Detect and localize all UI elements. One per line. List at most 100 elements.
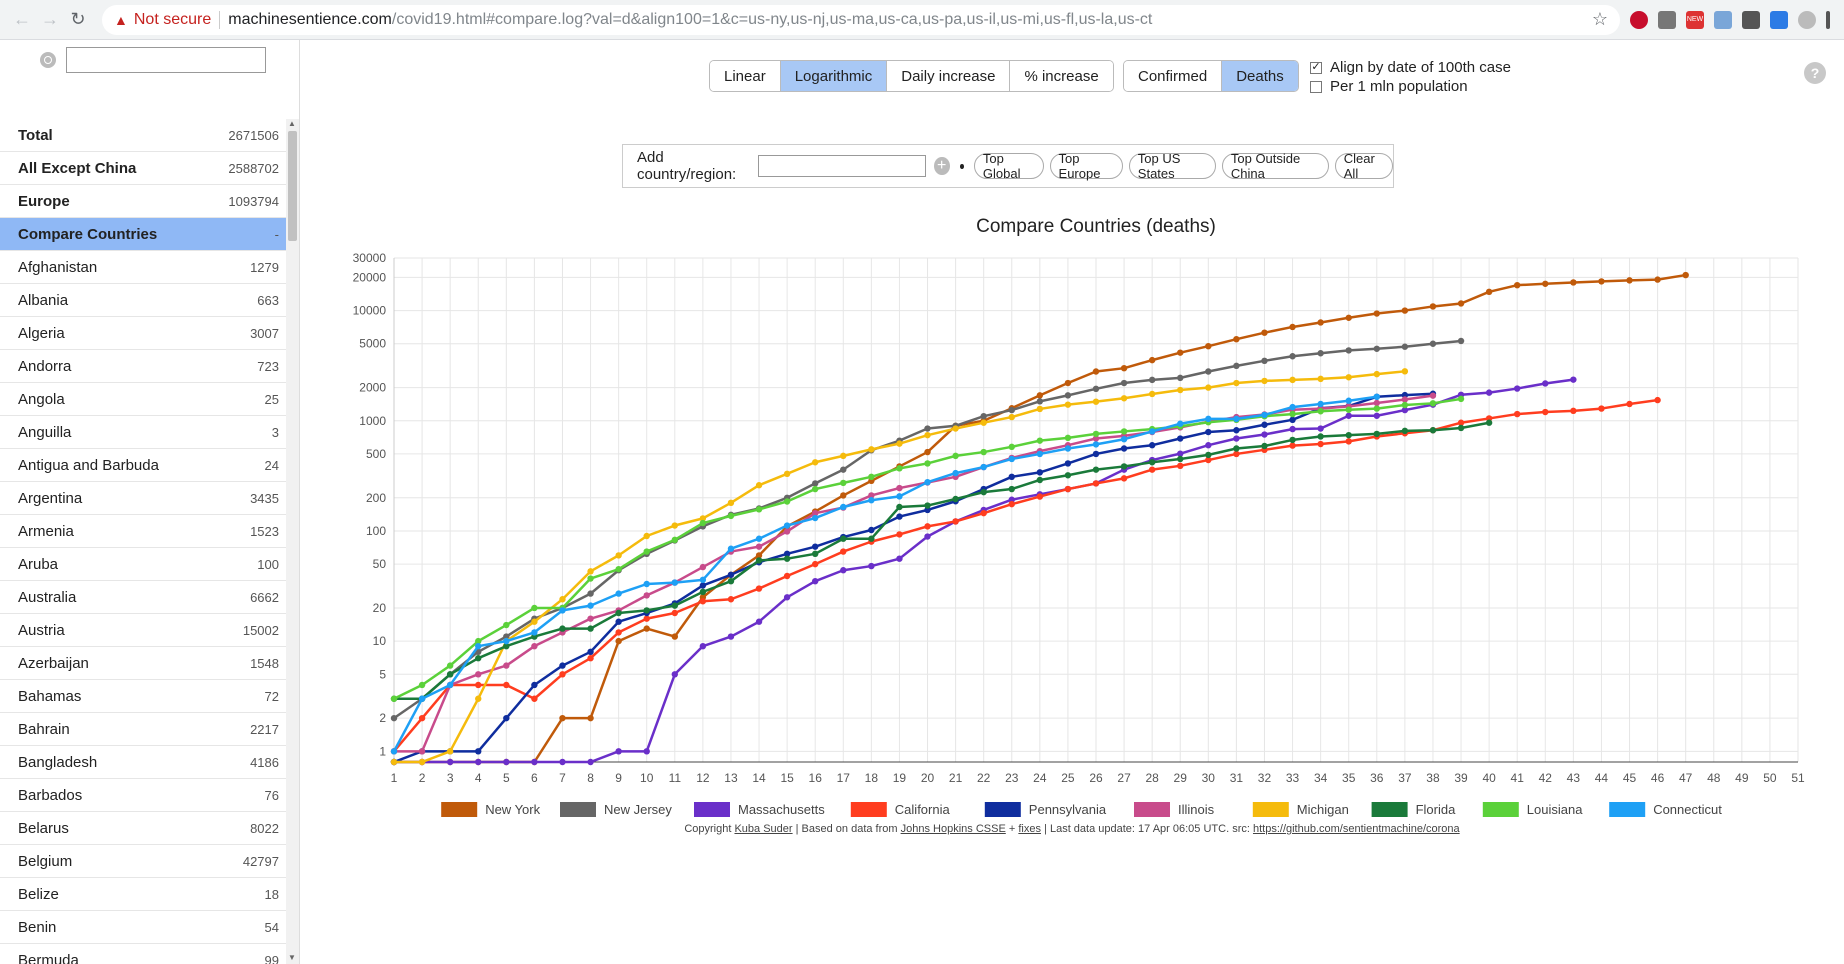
- data-point: [475, 681, 482, 689]
- data-point: [896, 513, 903, 520]
- preset-button[interactable]: Top Global: [973, 151, 1044, 181]
- data-point: [531, 604, 538, 612]
- help-button[interactable]: ?: [1804, 62, 1826, 84]
- bookmark-star-icon[interactable]: ☆: [1591, 9, 1608, 29]
- data-point: [868, 562, 875, 570]
- new-badge-extension-icon[interactable]: NEW: [1686, 10, 1704, 29]
- list-item[interactable]: Bahrain 2217: [0, 713, 287, 746]
- list-item[interactable]: Compare Countries -: [0, 218, 287, 251]
- align-checkbox[interactable]: ✓: [1310, 61, 1322, 74]
- extension-icon[interactable]: [1714, 10, 1732, 29]
- list-item[interactable]: Antigua and Barbuda 24: [0, 449, 287, 482]
- data-point: [1148, 428, 1156, 435]
- preset-button[interactable]: Top Europe: [1049, 151, 1123, 181]
- add-plus-icon[interactable]: +: [933, 157, 950, 175]
- list-item[interactable]: Bangladesh 4186: [0, 746, 287, 779]
- scroll-up-icon[interactable]: ▲: [288, 119, 296, 128]
- back-icon[interactable]: ←: [13, 9, 31, 29]
- list-item[interactable]: Algeria 3007: [0, 317, 287, 350]
- list-item[interactable]: Benin 54: [0, 911, 287, 944]
- list-item[interactable]: Belgium 42797: [0, 845, 287, 878]
- data-point: [1289, 425, 1296, 433]
- scale-button-1[interactable]: Logarithmic: [780, 61, 888, 91]
- list-item[interactable]: Austria 15002: [0, 614, 287, 647]
- list-item[interactable]: Bahamas 72: [0, 680, 287, 713]
- data-point: [812, 459, 819, 466]
- not-secure-label: Not secure: [133, 10, 212, 28]
- list-item[interactable]: Barbados 76: [0, 779, 287, 812]
- address-bar[interactable]: ▲ Not secure machinesentience.com /covid…: [102, 4, 1620, 35]
- list-item[interactable]: Bermuda 99: [0, 944, 287, 964]
- data-point: [1373, 370, 1381, 378]
- list-item[interactable]: Albania 663: [0, 284, 287, 317]
- data-point: [1401, 401, 1409, 409]
- data-point: [1120, 436, 1128, 443]
- list-item[interactable]: Total 2671506: [0, 119, 287, 152]
- list-item-name: Belize: [18, 885, 59, 903]
- scale-button-3[interactable]: % increase: [1010, 61, 1113, 91]
- data-point: [1485, 288, 1493, 296]
- fixes-link[interactable]: fixes: [1018, 823, 1041, 835]
- forward-icon[interactable]: →: [41, 9, 59, 29]
- y-tick-label: 2000: [359, 381, 386, 395]
- data-point: [1177, 455, 1184, 463]
- search-input[interactable]: [66, 47, 266, 73]
- list-item[interactable]: Europe 1093794: [0, 185, 287, 218]
- author-link[interactable]: Kuba Suder: [734, 823, 793, 835]
- list-item-name: Bahamas: [18, 687, 82, 705]
- data-point: [1654, 396, 1661, 404]
- preset-button[interactable]: Top US States: [1128, 151, 1216, 181]
- data-point: [615, 618, 622, 625]
- scroll-thumb[interactable]: [288, 131, 297, 241]
- data-point: [1120, 428, 1128, 435]
- profile-avatar-icon[interactable]: [1798, 10, 1816, 29]
- data-point: [699, 515, 707, 522]
- list-item[interactable]: Aruba 100: [0, 548, 287, 581]
- data-point: [1261, 421, 1268, 428]
- list-item[interactable]: Anguilla 3: [0, 416, 287, 449]
- list-item[interactable]: Andorra 723: [0, 350, 287, 383]
- extension-icon[interactable]: [1770, 10, 1788, 29]
- data-point: [1120, 379, 1128, 387]
- add-region-input[interactable]: [758, 155, 926, 177]
- x-tick-label: 36: [1370, 771, 1384, 785]
- adblock-icon[interactable]: [1630, 10, 1648, 29]
- list-item[interactable]: Belize 18: [0, 878, 287, 911]
- list-item[interactable]: Argentina 3435: [0, 482, 287, 515]
- preset-button[interactable]: Top Outside China: [1221, 151, 1329, 181]
- reload-icon[interactable]: ↻: [70, 9, 86, 29]
- data-point: [699, 563, 707, 571]
- sidebar-scrollbar[interactable]: ▲ ▼: [286, 119, 299, 964]
- per-mln-checkbox[interactable]: [1310, 80, 1322, 93]
- data-point: [1092, 398, 1100, 405]
- list-item[interactable]: Belarus 8022: [0, 812, 287, 845]
- extension-icon[interactable]: [1742, 10, 1760, 29]
- scroll-down-icon[interactable]: ▼: [288, 953, 296, 962]
- list-item[interactable]: All Except China 2588702: [0, 152, 287, 185]
- repo-link[interactable]: https://github.com/sentientmachine/coron…: [1252, 823, 1460, 835]
- data-point: [503, 681, 510, 689]
- y-tick-label: 500: [366, 447, 386, 461]
- data-point: [587, 615, 594, 622]
- list-item[interactable]: Angola 25: [0, 383, 287, 416]
- align-label: Align by date of 100th case: [1330, 59, 1511, 76]
- legend-swatch: [1482, 802, 1519, 817]
- list-item[interactable]: Australia 6662: [0, 581, 287, 614]
- source-link[interactable]: Johns Hopkins CSSE: [900, 823, 1006, 835]
- scale-button-2[interactable]: Daily increase: [887, 61, 1011, 91]
- metric-button-0[interactable]: Confirmed: [1124, 61, 1223, 91]
- x-tick-label: 12: [696, 771, 710, 785]
- camera-icon[interactable]: [1658, 10, 1676, 29]
- metric-button-1[interactable]: Deaths: [1222, 61, 1298, 91]
- x-tick-label: 34: [1314, 771, 1328, 785]
- align-option[interactable]: ✓ Align by date of 100th case: [1310, 58, 1511, 77]
- list-item[interactable]: Armenia 1523: [0, 515, 287, 548]
- list-item[interactable]: Azerbaijan 1548: [0, 647, 287, 680]
- data-point: [812, 560, 819, 568]
- x-tick-label: 33: [1286, 771, 1300, 785]
- per-mln-option[interactable]: Per 1 mln population: [1310, 77, 1511, 96]
- preset-button[interactable]: Clear All: [1334, 151, 1394, 181]
- menu-dots-icon[interactable]: [1826, 10, 1830, 29]
- list-item[interactable]: Afghanistan 1279: [0, 251, 287, 284]
- scale-button-0[interactable]: Linear: [710, 61, 781, 91]
